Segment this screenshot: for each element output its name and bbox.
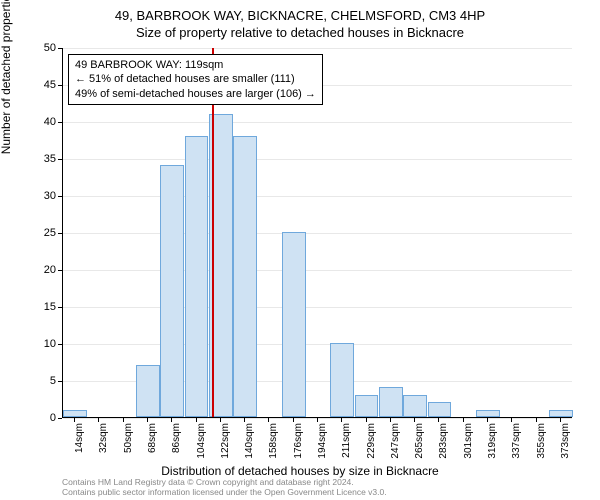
x-tick-mark bbox=[511, 418, 512, 422]
histogram-bar bbox=[282, 232, 306, 417]
y-tick-mark bbox=[58, 344, 62, 345]
x-tick-mark bbox=[317, 418, 318, 422]
x-tick-label: 283sqm bbox=[438, 423, 449, 463]
histogram-bar bbox=[136, 365, 160, 417]
gridline bbox=[63, 270, 572, 271]
histogram-bar bbox=[428, 402, 452, 417]
y-tick-mark bbox=[58, 381, 62, 382]
y-tick-label: 10 bbox=[26, 338, 56, 350]
y-tick-mark bbox=[58, 122, 62, 123]
gridline bbox=[63, 122, 572, 123]
x-tick-label: 355sqm bbox=[536, 423, 547, 463]
y-tick-label: 25 bbox=[26, 227, 56, 239]
x-tick-label: 265sqm bbox=[414, 423, 425, 463]
footer-attribution: Contains HM Land Registry data © Crown c… bbox=[62, 478, 387, 498]
y-tick-mark bbox=[58, 196, 62, 197]
x-tick-mark bbox=[414, 418, 415, 422]
info-line-1: 49 BARBROOK WAY: 119sqm bbox=[75, 58, 316, 72]
x-tick-label: 211sqm bbox=[341, 423, 352, 463]
x-tick-label: 194sqm bbox=[317, 423, 328, 463]
x-tick-mark bbox=[98, 418, 99, 422]
info-box: 49 BARBROOK WAY: 119sqm ← 51% of detache… bbox=[68, 54, 323, 105]
chart-subtitle: Size of property relative to detached ho… bbox=[0, 23, 600, 40]
histogram-bar bbox=[233, 136, 257, 417]
histogram-bar bbox=[476, 410, 500, 417]
y-tick-label: 35 bbox=[26, 153, 56, 165]
y-tick-label: 50 bbox=[26, 42, 56, 54]
y-tick-label: 30 bbox=[26, 190, 56, 202]
x-tick-mark bbox=[390, 418, 391, 422]
y-tick-label: 45 bbox=[26, 79, 56, 91]
histogram-bar bbox=[63, 410, 87, 417]
x-tick-mark bbox=[196, 418, 197, 422]
x-tick-label: 176sqm bbox=[293, 423, 304, 463]
x-tick-mark bbox=[536, 418, 537, 422]
y-tick-label: 40 bbox=[26, 116, 56, 128]
x-tick-mark bbox=[244, 418, 245, 422]
y-axis-label: Number of detached properties bbox=[0, 0, 13, 154]
x-tick-mark bbox=[463, 418, 464, 422]
x-tick-label: 337sqm bbox=[511, 423, 522, 463]
x-tick-label: 158sqm bbox=[268, 423, 279, 463]
x-tick-mark bbox=[341, 418, 342, 422]
x-tick-mark bbox=[293, 418, 294, 422]
x-tick-label: 140sqm bbox=[244, 423, 255, 463]
histogram-bar bbox=[355, 395, 379, 417]
x-tick-mark bbox=[438, 418, 439, 422]
x-tick-mark bbox=[487, 418, 488, 422]
y-tick-mark bbox=[58, 48, 62, 49]
y-tick-mark bbox=[58, 85, 62, 86]
x-tick-label: 373sqm bbox=[560, 423, 571, 463]
x-tick-label: 104sqm bbox=[196, 423, 207, 463]
histogram-bar bbox=[185, 136, 209, 417]
x-tick-mark bbox=[123, 418, 124, 422]
histogram-bar bbox=[549, 410, 573, 417]
y-tick-label: 0 bbox=[26, 412, 56, 424]
info-line-2: ← 51% of detached houses are smaller (11… bbox=[75, 72, 316, 86]
x-tick-label: 50sqm bbox=[123, 423, 134, 463]
info-line-3: 49% of semi-detached houses are larger (… bbox=[75, 87, 316, 101]
y-tick-label: 5 bbox=[26, 375, 56, 387]
x-tick-mark bbox=[268, 418, 269, 422]
footer-line-2: Contains public sector information licen… bbox=[62, 488, 387, 498]
x-tick-label: 68sqm bbox=[147, 423, 158, 463]
x-tick-mark bbox=[220, 418, 221, 422]
x-tick-label: 319sqm bbox=[487, 423, 498, 463]
x-tick-label: 32sqm bbox=[98, 423, 109, 463]
x-tick-label: 14sqm bbox=[74, 423, 85, 463]
x-tick-label: 301sqm bbox=[463, 423, 474, 463]
y-tick-mark bbox=[58, 418, 62, 419]
gridline bbox=[63, 344, 572, 345]
gridline bbox=[63, 307, 572, 308]
x-tick-label: 86sqm bbox=[171, 423, 182, 463]
x-tick-mark bbox=[147, 418, 148, 422]
y-tick-mark bbox=[58, 233, 62, 234]
chart-title: 49, BARBROOK WAY, BICKNACRE, CHELMSFORD,… bbox=[0, 0, 600, 23]
x-tick-mark bbox=[74, 418, 75, 422]
y-tick-label: 15 bbox=[26, 301, 56, 313]
x-tick-label: 122sqm bbox=[220, 423, 231, 463]
histogram-bar bbox=[160, 165, 184, 417]
histogram-bar bbox=[330, 343, 354, 417]
gridline bbox=[63, 233, 572, 234]
gridline bbox=[63, 196, 572, 197]
x-tick-label: 229sqm bbox=[366, 423, 377, 463]
x-tick-label: 247sqm bbox=[390, 423, 401, 463]
gridline bbox=[63, 159, 572, 160]
y-tick-mark bbox=[58, 270, 62, 271]
x-axis-label: Distribution of detached houses by size … bbox=[0, 464, 600, 478]
histogram-bar bbox=[403, 395, 427, 417]
histogram-bar bbox=[379, 387, 403, 417]
x-tick-mark bbox=[171, 418, 172, 422]
gridline bbox=[63, 48, 572, 49]
y-tick-label: 20 bbox=[26, 264, 56, 276]
y-tick-mark bbox=[58, 307, 62, 308]
x-tick-mark bbox=[560, 418, 561, 422]
x-tick-mark bbox=[366, 418, 367, 422]
y-tick-mark bbox=[58, 159, 62, 160]
